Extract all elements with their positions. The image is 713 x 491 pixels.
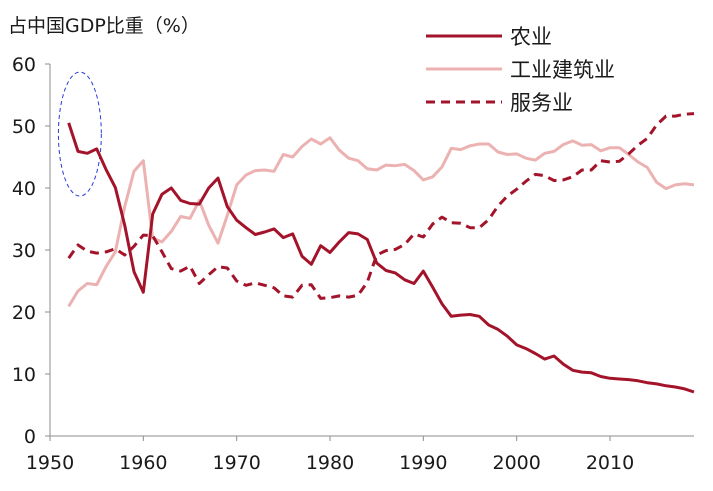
series-line-1 xyxy=(67,122,695,394)
legend-label-1: 农业 xyxy=(510,25,552,49)
y-tick-label: 40 xyxy=(12,178,36,200)
y-tick-label: 10 xyxy=(12,364,36,386)
y-tick-label: 60 xyxy=(12,54,36,76)
axes: 0 10 20 30 40 50 60 1950 1960 1970 1980 1990 2000 201… xyxy=(12,54,694,474)
series-lines xyxy=(67,112,695,394)
highlight-ellipse-shape xyxy=(57,71,102,197)
highlight-ellipse xyxy=(57,71,102,197)
series-line-3 xyxy=(67,112,695,300)
chart-unit-label: 占中国GDP比重（%） xyxy=(8,15,200,37)
series-line-2 xyxy=(67,136,695,308)
y-tick-label: 50 xyxy=(12,116,36,138)
x-tick-label: 1950 xyxy=(26,452,74,474)
x-tick-label: 1990 xyxy=(399,452,447,474)
x-tick-label: 2010 xyxy=(586,452,634,474)
legend-label-2: 工业建筑业 xyxy=(510,58,615,82)
x-tick-label: 2000 xyxy=(492,452,540,474)
y-tick-label: 30 xyxy=(12,240,36,262)
legend-label-3: 服务业 xyxy=(510,91,573,115)
x-tick-label: 1970 xyxy=(212,452,260,474)
y-tick-label: 20 xyxy=(12,302,36,324)
x-tick-label: 1960 xyxy=(119,452,167,474)
y-tick-label: 0 xyxy=(24,426,36,448)
x-tick-label: 1980 xyxy=(306,452,354,474)
